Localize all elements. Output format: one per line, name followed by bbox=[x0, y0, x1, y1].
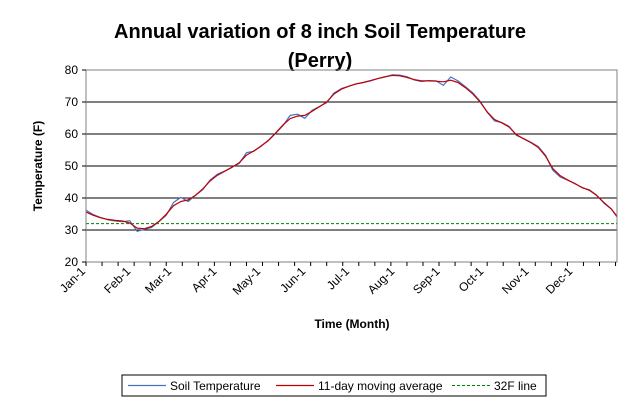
chart-title-line2: (Perry) bbox=[288, 50, 352, 72]
gridlines bbox=[86, 101, 617, 231]
y-tick-label: 20 bbox=[65, 255, 79, 269]
y-tick-label: 80 bbox=[65, 63, 79, 77]
y-axis-label: Temperature (F) bbox=[31, 121, 45, 211]
series-lines bbox=[85, 74, 618, 232]
y-tick-label: 70 bbox=[65, 95, 79, 109]
y-tick-label: 40 bbox=[65, 191, 79, 205]
y-tick-label: 50 bbox=[65, 159, 79, 173]
chart-title-line1: Annual variation of 8 inch Soil Temperat… bbox=[114, 21, 526, 43]
x-axis-label: Time (Month) bbox=[314, 317, 389, 331]
y-tick-label: 60 bbox=[65, 127, 79, 141]
series-line-moving-average bbox=[85, 74, 618, 230]
legend-box bbox=[121, 374, 547, 397]
y-tick-label: 30 bbox=[65, 223, 79, 237]
legend-label-32f-line: 32F line bbox=[494, 379, 537, 393]
legend: Soil Temperature 11-day moving average 3… bbox=[121, 374, 547, 397]
y-axis-ticks: 20 30 40 50 60 70 80 bbox=[65, 63, 86, 269]
legend-label-moving-average: 11-day moving average bbox=[318, 379, 443, 393]
legend-label-soil-temperature: Soil Temperature bbox=[170, 379, 261, 393]
